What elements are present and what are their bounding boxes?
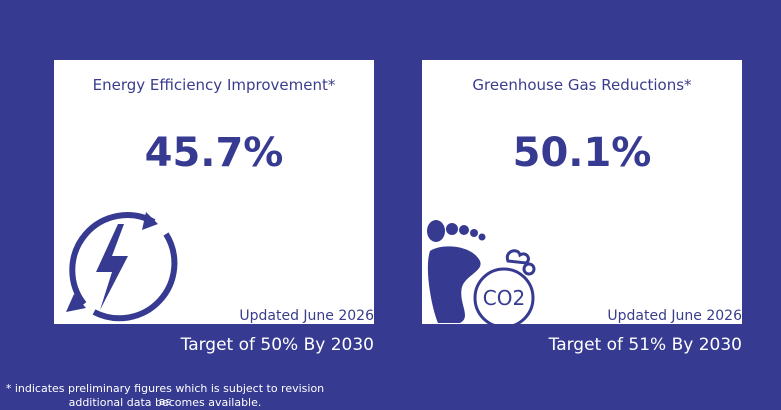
card: Energy Efficiency Improvement* 45.7% Upd… [54, 60, 374, 324]
card-title: Greenhouse Gas Reductions* [472, 76, 692, 94]
co2-label: CO2 [483, 286, 525, 310]
card-title: Energy Efficiency Improvement* [92, 76, 336, 94]
footprint-icon: CO2 [427, 220, 536, 324]
footnote: * indicates preliminary figures which is… [5, 382, 325, 408]
card-value: 50.1% [512, 130, 652, 176]
target-text: Target of 50% By 2030 [180, 335, 374, 355]
updated-note: Updated June 2026 [239, 308, 374, 324]
card: Greenhouse Gas Reductions* 50.1% CO2 Upd… [422, 60, 742, 324]
footnote: additional data becomes available. [68, 396, 262, 409]
energy-icon [66, 212, 178, 322]
card-value: 45.7% [144, 130, 284, 176]
target-text: Target of 51% By 2030 [548, 335, 742, 355]
updated-note: Updated June 2026 [607, 308, 742, 324]
